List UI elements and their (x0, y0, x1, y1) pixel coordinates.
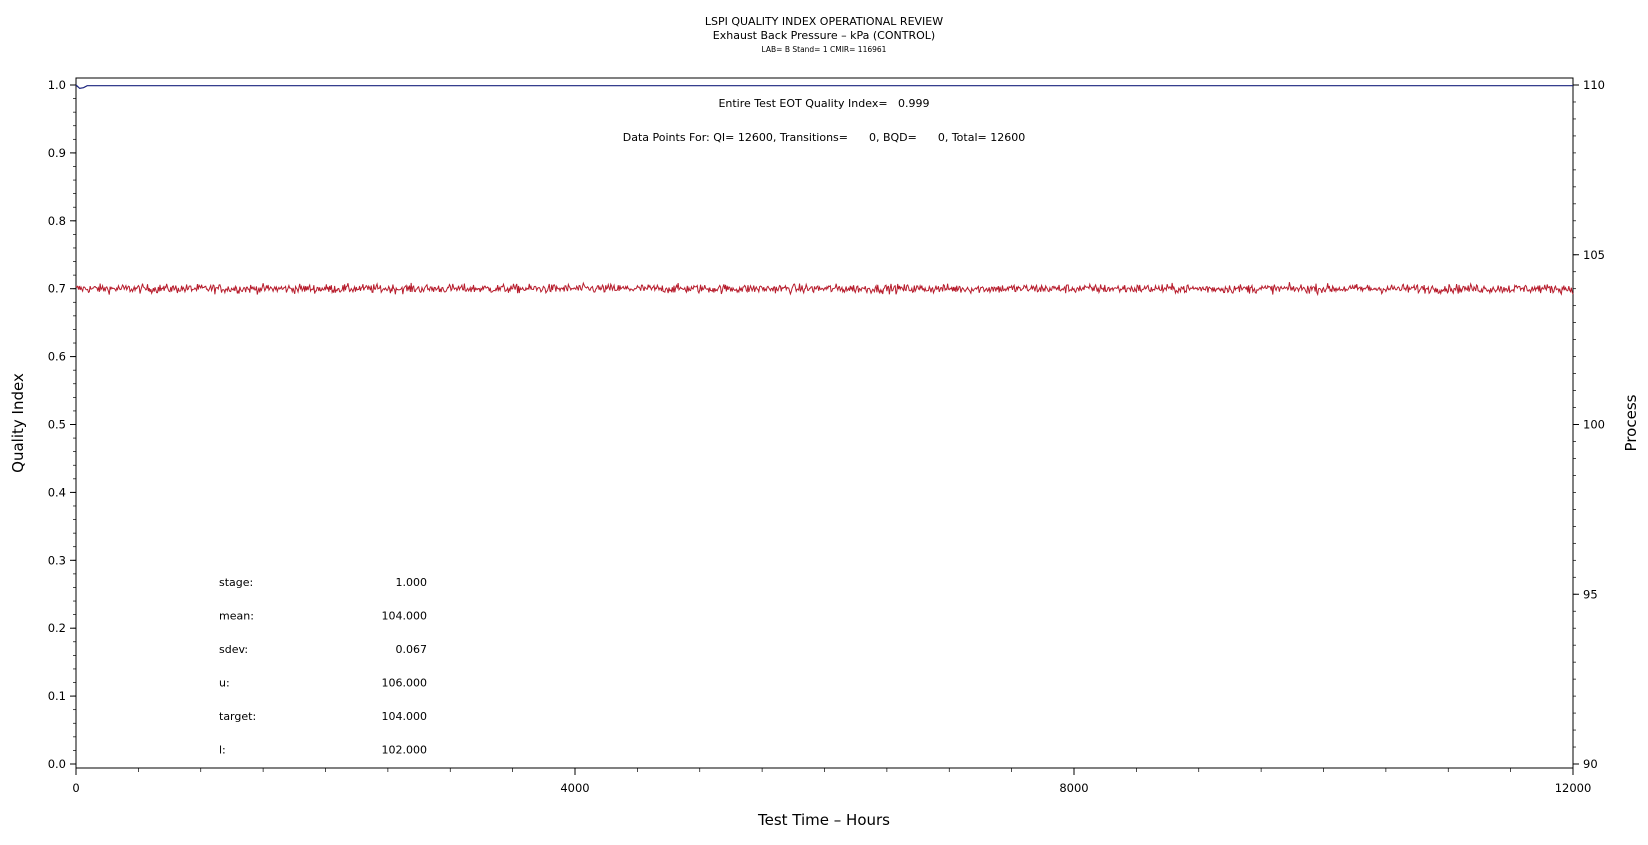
chart-title: LSPI QUALITY INDEX OPERATIONAL REVIEW (705, 15, 943, 28)
y-right-axis: 90 95 100 105 110 (1573, 78, 1605, 771)
x-tick-label: 12000 (1555, 781, 1592, 795)
stat-value: 102.000 (382, 744, 428, 757)
series-quality-index-line (75, 84, 1573, 90)
y-right-tick-label: 90 (1583, 757, 1598, 771)
y-left-tick-label: 0.7 (48, 282, 66, 296)
stat-value: 104.000 (382, 710, 428, 723)
x-axis: 0 4000 8000 12000 (72, 768, 1591, 795)
chart-subtitle: Exhaust Back Pressure – kPa (CONTROL) (713, 29, 935, 42)
x-tick-label: 8000 (1059, 781, 1088, 795)
y-right-tick-label: 110 (1583, 78, 1605, 92)
x-tick-label: 4000 (560, 781, 589, 795)
plot-area (75, 77, 1574, 769)
y-axis-label: Quality Index (9, 373, 27, 473)
data-points-annotation: Data Points For: QI= 12600, Transitions=… (623, 131, 1025, 144)
x-tick-label: 0 (72, 781, 79, 795)
chart-subtitle-small: LAB= B Stand= 1 CMIR= 116961 (762, 45, 887, 54)
y-right-tick-label: 105 (1583, 248, 1605, 262)
stat-label: stage: (219, 576, 253, 589)
y-left-tick-label: 0.8 (48, 214, 66, 228)
stat-label: sdev: (219, 643, 248, 656)
stat-label: l: (219, 744, 226, 757)
y-left-tick-label: 0.9 (48, 146, 66, 160)
stat-value: 104.000 (382, 610, 428, 623)
stat-value: 106.000 (382, 677, 428, 690)
stats-block: stage: 1.000 mean: 104.000 sdev: 0.067 u: 106.0… (219, 576, 427, 757)
y-right-tick-label: 95 (1583, 587, 1598, 601)
stat-label: mean: (219, 610, 254, 623)
y-right-axis-label: Process (1622, 394, 1640, 451)
y-left-tick-label: 0.2 (48, 621, 66, 635)
y-left-tick-label: 0.0 (48, 757, 66, 771)
stat-value: 0.067 (396, 643, 428, 656)
y-right-tick-label: 100 (1583, 418, 1605, 432)
stat-value: 1.000 (396, 576, 428, 589)
y-left-tick-label: 0.1 (48, 689, 66, 703)
y-left-tick-label: 0.4 (48, 485, 66, 499)
y-left-tick-label: 0.3 (48, 553, 66, 567)
y-left-tick-label: 0.6 (48, 350, 66, 364)
stat-label: target: (219, 710, 256, 723)
y-left-tick-label: 1.0 (48, 78, 66, 92)
y-left-axis: 0.0 0.1 0.2 0.3 0.4 0.5 0.6 0.7 0.8 0.9 1.0 (48, 78, 76, 771)
eot-quality-index-annotation: Entire Test EOT Quality Index= 0.999 (718, 97, 929, 110)
series-process-line (75, 281, 1574, 297)
stat-label: u: (219, 677, 230, 690)
y-left-tick-label: 0.5 (48, 418, 66, 432)
x-axis-label: Test Time – Hours (757, 811, 890, 829)
